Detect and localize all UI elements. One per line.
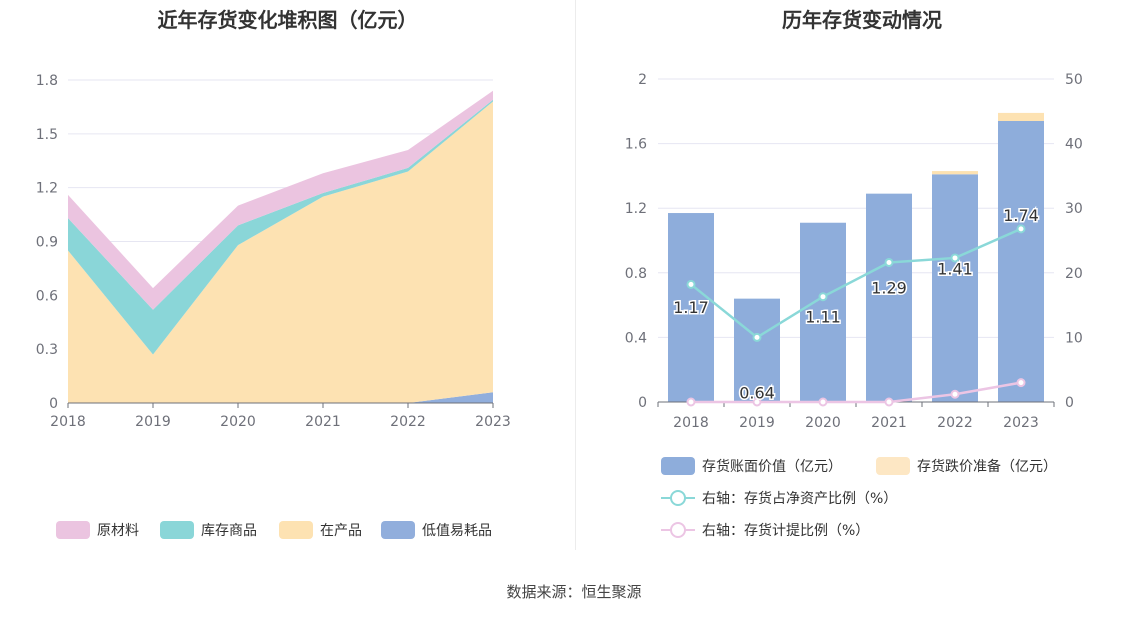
- area-series-原材料: [68, 90, 493, 310]
- bar-存货跌价准备（亿元）-2023: [998, 112, 1044, 121]
- legend-item-low-value-consumables[interactable]: 低值易耗品: [381, 520, 492, 540]
- legend-label: 原材料: [97, 523, 139, 539]
- area-series-低值易耗品: [68, 392, 493, 403]
- line-point-2019: [752, 397, 762, 407]
- x-tick-label: 2019: [135, 414, 171, 430]
- legend-label: 右轴：存货计提比例（%）: [702, 523, 870, 539]
- x-tick-label: 2023: [475, 414, 511, 430]
- y-left-tick-label: 1.2: [625, 201, 647, 217]
- x-tick-label: 2021: [871, 415, 907, 431]
- line-point-2021: [884, 257, 894, 267]
- right-chart-panel: 历年存货变动情况 0 0.4 0.8 1.2 1.6 2 0 10 20 30 40 50 2018 20…: [576, 0, 1148, 560]
- x-tick-label: 2020: [805, 415, 841, 431]
- bar-存货账面价值（亿元）-2018: [668, 213, 714, 402]
- line-point-2019: [752, 332, 762, 342]
- y-right-tick-label: 50: [1065, 72, 1083, 88]
- legend-line-swatch: [661, 489, 695, 507]
- bar-存货跌价准备（亿元）-2022: [932, 171, 978, 175]
- y-right-tick-label: 10: [1065, 330, 1083, 346]
- y-tick-label: 1.2: [36, 181, 58, 197]
- line-series-右轴：存货占净资产比例（%）: [690, 227, 1022, 339]
- y-right-tick-label: 0: [1065, 395, 1074, 411]
- line-series-右轴：存货计提比例（%）: [691, 381, 1022, 404]
- data-source-note: 数据来源：恒生聚源: [506, 583, 642, 601]
- y-tick-label: 0.9: [36, 235, 58, 251]
- x-tick-label: 2022: [937, 415, 973, 431]
- line-point-2022: [950, 253, 960, 263]
- y-tick-label: 0.3: [36, 342, 58, 358]
- legend-label: 库存商品: [201, 523, 257, 539]
- legend-swatch: [56, 521, 90, 539]
- bar-存货账面价值（亿元）-2021: [866, 193, 912, 402]
- x-tick-label: 2020: [220, 414, 256, 430]
- y-right-tick-label: 20: [1065, 266, 1083, 282]
- legend-item-inventory-to-net-assets[interactable]: 右轴：存货占净资产比例（%）: [661, 488, 897, 508]
- legend-label: 低值易耗品: [422, 523, 492, 539]
- legend-label: 在产品: [320, 523, 362, 539]
- left-chart-panel: 近年存货变化堆积图（亿元） 0 0.3 0.6 0.9 1.2 1.5 1.8 2018 201…: [0, 0, 575, 560]
- legend-label: 存货账面价值（亿元）: [702, 459, 842, 475]
- y-tick-label: 1.5: [36, 127, 58, 143]
- left-chart-title: 近年存货变化堆积图（亿元）: [157, 8, 418, 32]
- y-left-tick-label: 0.4: [625, 330, 647, 346]
- panel-divider: [575, 0, 576, 550]
- x-tick-label: 2022: [390, 414, 426, 430]
- line-point-2023: [1016, 224, 1026, 234]
- stacked-area-chart: 0 0.3 0.6 0.9 1.2 1.5 1.8 2018 2019 2020 2021 2022 2…: [36, 73, 511, 430]
- y-left-tick-label: 0: [638, 395, 647, 411]
- bar-value-label: 1.17: [673, 298, 709, 317]
- y-left-tick-label: 0.8: [625, 266, 647, 282]
- line-point-2020: [818, 292, 828, 302]
- bar-value-label: 1.29: [871, 279, 907, 298]
- line-point-2023: [1016, 378, 1026, 388]
- bar-存货账面价值（亿元）-2020: [800, 222, 846, 402]
- legend-swatch: [381, 521, 415, 539]
- legend-swatch: [160, 521, 194, 539]
- bar-value-label: 0.64: [739, 384, 775, 403]
- x-tick-label: 2023: [1003, 415, 1039, 431]
- legend-item-finished-goods[interactable]: 库存商品: [160, 520, 257, 540]
- line-point-2020: [818, 397, 828, 407]
- bar-value-label: 1.41: [937, 259, 973, 278]
- x-tick-label: 2018: [50, 414, 86, 430]
- legend-line-swatch: [661, 521, 695, 539]
- legend-swatch: [661, 457, 695, 475]
- legend-item-provision-ratio[interactable]: 右轴：存货计提比例（%）: [661, 520, 869, 540]
- legend-item-raw-materials[interactable]: 原材料: [56, 520, 139, 540]
- area-series-库存商品: [68, 99, 493, 355]
- line-point-2022: [950, 389, 960, 399]
- y-right-tick-label: 30: [1065, 201, 1083, 217]
- bar-value-label: 1.11: [805, 308, 841, 327]
- y-left-tick-label: 1.6: [625, 137, 647, 153]
- x-tick-label: 2021: [305, 414, 341, 430]
- y-right-tick-label: 40: [1065, 137, 1083, 153]
- y-tick-label: 0.6: [36, 288, 58, 304]
- bar-存货账面价值（亿元）-2022: [932, 174, 978, 402]
- y-left-tick-label: 2: [638, 72, 647, 88]
- legend-swatch: [279, 521, 313, 539]
- x-tick-label: 2018: [673, 415, 709, 431]
- legend-item-impairment[interactable]: 存货跌价准备（亿元）: [876, 456, 1057, 476]
- y-tick-label: 1.8: [36, 73, 58, 89]
- bar-存货账面价值（亿元）-2023: [998, 120, 1044, 403]
- bar-value-label: 1.74: [1003, 206, 1039, 225]
- y-tick-label: 0: [49, 396, 58, 412]
- right-chart-title: 历年存货变动情况: [782, 8, 942, 32]
- legend-item-work-in-progress[interactable]: 在产品: [279, 520, 362, 540]
- x-tick-label: 2019: [739, 415, 775, 431]
- line-point-2018: [686, 279, 696, 289]
- bar-存货账面价值（亿元）-2019: [734, 298, 780, 402]
- legend-label: 右轴：存货占净资产比例（%）: [702, 491, 898, 507]
- legend-label: 存货跌价准备（亿元）: [917, 459, 1057, 475]
- area-series-在产品: [68, 101, 493, 404]
- line-point-2018: [686, 397, 696, 407]
- legend-swatch: [876, 457, 910, 475]
- line-point-2021: [884, 397, 894, 407]
- legend-item-book-value[interactable]: 存货账面价值（亿元）: [661, 456, 842, 476]
